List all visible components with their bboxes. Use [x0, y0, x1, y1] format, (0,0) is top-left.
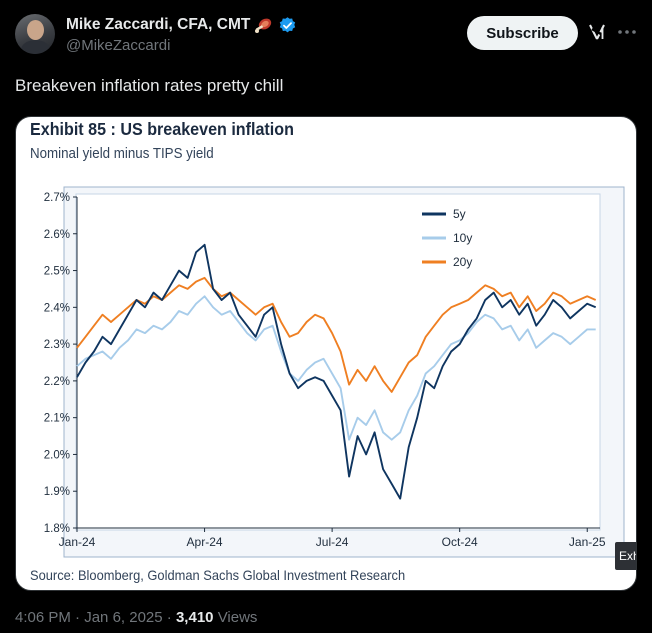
post-meta: 4:06 PM · Jan 6, 2025 · 3,410 Views	[15, 609, 257, 626]
avatar[interactable]	[15, 14, 55, 54]
series-line-5y	[76, 243, 597, 500]
views-count: 3,410	[175, 609, 214, 626]
exhibit-title: Exhibit 85 : US breakeven inflation	[30, 119, 294, 139]
y-tick-label: 2.0%	[44, 449, 70, 461]
x-tick-label: Apr-24	[187, 535, 223, 549]
y-tick-label: 2.4%	[44, 302, 70, 314]
views-label: Views	[217, 609, 258, 626]
meta-separator: ·	[75, 609, 81, 626]
y-tick-label: 1.9%	[44, 486, 70, 498]
side-tab[interactable]: Exh	[615, 542, 636, 570]
x-tick-label: Oct-24	[442, 535, 478, 549]
y-tick-label: 2.1%	[44, 413, 70, 425]
post-time[interactable]: 4:06 PM	[15, 609, 71, 626]
y-tick-label: 2.6%	[44, 229, 70, 241]
media-image[interactable]: Exhibit 85 : US breakeven inflation Nomi…	[15, 116, 637, 591]
tweet-text: Breakeven inflation rates pretty chill	[15, 76, 284, 95]
x-tick-label: Jan-25	[569, 535, 606, 549]
verified-badge-icon	[280, 16, 296, 32]
y-tick-label: 2.5%	[44, 266, 70, 278]
breakeven-chart: 1.8% 1.9% 2.0% 2.1% 2.2% 2.3% 2.4% 2.5% 2.6% 2.7%…	[44, 186, 625, 558]
author-handle[interactable]: @MikeZaccardi	[66, 37, 171, 54]
legend-label-5y: 5y	[453, 207, 466, 221]
meat-on-bone-icon	[255, 18, 272, 33]
source-note: Source: Bloomberg, Goldman Sachs Global …	[30, 567, 406, 583]
legend-label-10y: 10y	[453, 231, 472, 245]
grok-icon[interactable]	[587, 22, 607, 42]
exhibit-subtitle: Nominal yield minus TIPS yield	[30, 146, 214, 162]
post-date[interactable]: Jan 6, 2025	[84, 609, 163, 626]
x-tick-label: Jan-24	[59, 535, 96, 549]
more-options-icon[interactable]	[616, 22, 638, 42]
y-tick-label: 2.3%	[44, 339, 70, 351]
subscribe-button[interactable]: Subscribe	[467, 16, 578, 50]
author-block: Mike Zaccardi, CFA, CMT @MikeZaccardi	[66, 14, 297, 54]
author-display-name[interactable]: Mike Zaccardi, CFA, CMT	[66, 16, 251, 33]
x-tick-label: Jul-24	[316, 535, 349, 549]
y-tick-label: 2.2%	[44, 376, 70, 388]
series-line-10y	[76, 295, 596, 441]
y-tick-label: 2.7%	[44, 192, 70, 204]
y-tick-label: 1.8%	[44, 523, 70, 535]
meta-separator: ·	[166, 609, 172, 626]
legend-label-20y: 20y	[453, 255, 472, 269]
